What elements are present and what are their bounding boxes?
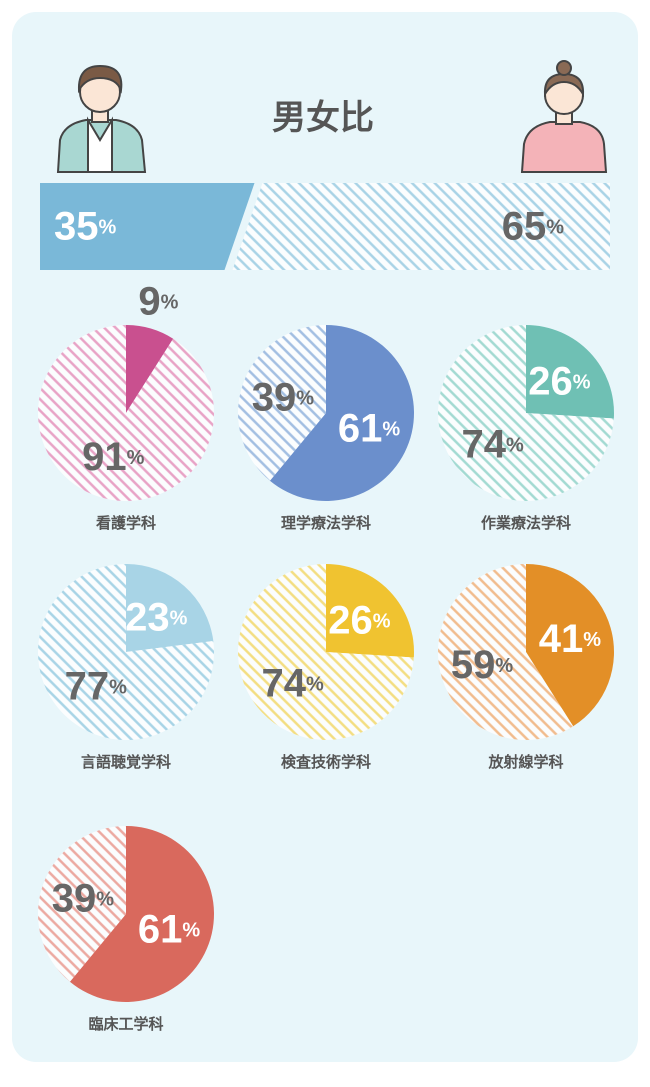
pie-slice (526, 564, 614, 727)
pie-slice (38, 564, 215, 740)
man-icon (56, 64, 147, 173)
pie-slice (126, 325, 174, 413)
pie-slice (37, 826, 127, 982)
value-label: 35% (54, 204, 117, 248)
value-label: 23% (125, 595, 188, 639)
pie-title: 言語聴覚学科 (81, 753, 171, 771)
value-label: 39% (52, 876, 115, 920)
pie-slice (526, 325, 614, 419)
value-label: 74% (261, 661, 324, 705)
value-label: 9% (138, 279, 178, 323)
pie-slice (38, 325, 215, 501)
pie-slice (326, 564, 414, 658)
title: 男女比 (272, 98, 374, 137)
value-label: 77% (65, 664, 128, 708)
card (12, 12, 638, 1062)
value-label: 65% (502, 204, 565, 248)
pie-title: 理学療法学科 (281, 514, 371, 532)
value-label: 91% (82, 435, 145, 479)
pie-title: 臨床工学科 (88, 1015, 163, 1033)
pie-title: 放射線学科 (487, 753, 563, 771)
pie-title: 作業療法学科 (481, 514, 571, 532)
value-label: 61% (138, 907, 201, 951)
pie-slice (69, 826, 214, 1002)
woman-icon (520, 60, 608, 173)
value-label: 59% (451, 642, 514, 686)
value-label: 61% (338, 406, 401, 450)
pie-title: 検査技術学科 (281, 753, 371, 771)
value-label: 26% (528, 359, 591, 403)
pie-slice (438, 564, 574, 740)
value-label: 39% (252, 375, 315, 419)
value-label: 26% (328, 598, 391, 642)
pie-slice (269, 325, 414, 502)
pie-slice (126, 564, 214, 652)
bar-segment (232, 183, 610, 270)
value-label: 41% (539, 617, 602, 661)
pie-slice (438, 325, 614, 501)
pie-title: 看護学科 (96, 514, 156, 532)
bar-segment (40, 183, 255, 270)
pie-slice (238, 564, 414, 740)
pie-slice (237, 325, 326, 481)
value-label: 74% (461, 422, 524, 466)
